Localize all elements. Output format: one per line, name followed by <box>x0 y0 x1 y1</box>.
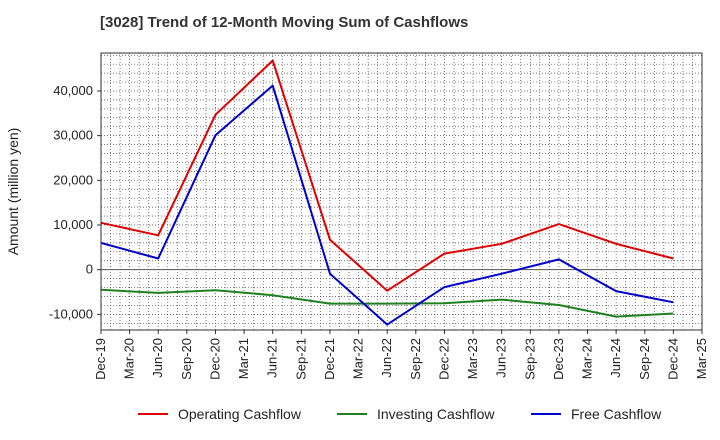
y-tick-label: 40,000 <box>53 83 93 98</box>
x-tick-label: Mar-21 <box>236 338 251 379</box>
y-axis-title: Amount (million yen) <box>5 128 21 256</box>
series-line-investing-cashflow <box>100 288 674 318</box>
y-tick-label: -10,000 <box>49 306 93 321</box>
legend-label: Operating Cashflow <box>178 406 302 422</box>
x-tick-label: Jun-22 <box>379 338 394 378</box>
y-tick-label: 0 <box>86 262 93 277</box>
x-tick-label: Mar-22 <box>351 338 366 379</box>
y-tick-label: 20,000 <box>53 172 93 187</box>
x-tick-label: Dec-21 <box>322 338 337 380</box>
x-tick-label: Mar-23 <box>465 338 480 379</box>
series-line-free-cashflow <box>100 84 674 326</box>
x-tick-label: Dec-20 <box>207 338 222 380</box>
x-tick-label: Sep-21 <box>293 338 308 380</box>
x-tick-label: Dec-19 <box>93 338 108 380</box>
x-tick-label: Dec-22 <box>436 338 451 380</box>
x-tick-label: Jun-24 <box>608 338 623 378</box>
x-tick-label: Dec-24 <box>665 338 680 380</box>
plot-border <box>100 52 703 331</box>
x-tick-label: Mar-25 <box>694 338 709 379</box>
legend-label: Investing Cashflow <box>377 406 495 422</box>
x-tick-label: Jun-20 <box>150 338 165 378</box>
x-tick-label: Sep-23 <box>522 338 537 380</box>
y-tick-label: 10,000 <box>53 217 93 232</box>
x-tick-label: Sep-22 <box>408 338 423 380</box>
x-tick-label: Mar-20 <box>122 338 137 379</box>
x-tick-label: Jun-21 <box>265 338 280 378</box>
x-tick-label: Dec-23 <box>551 338 566 380</box>
x-tick-label: Mar-24 <box>580 338 595 379</box>
x-tick-label: Sep-24 <box>637 338 652 380</box>
chart-title: [3028] Trend of 12-Month Moving Sum of C… <box>100 14 469 31</box>
y-tick-label: 30,000 <box>53 128 93 143</box>
series-line-operating-cashflow <box>100 59 674 292</box>
legend-label: Free Cashflow <box>571 406 662 422</box>
x-tick-label: Jun-23 <box>494 338 509 378</box>
x-tick-label: Sep-20 <box>179 338 194 380</box>
